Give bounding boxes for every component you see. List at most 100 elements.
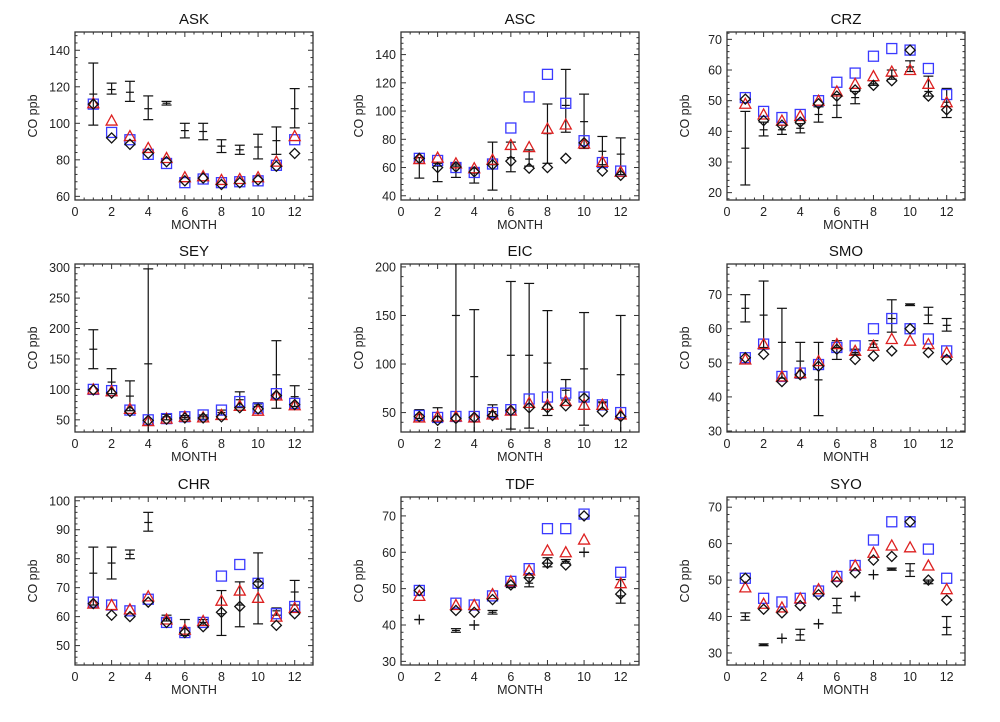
model-diamond-marker [105,387,118,399]
obs-error-bar [758,280,769,349]
obs-error-bar [450,163,461,179]
y-axis-label: CO ppb [678,326,692,369]
obs-error-bar [487,609,498,615]
obs-error-bar [886,567,897,571]
model-diamond-marker [197,412,210,424]
model-diamond-marker [215,606,228,619]
obs-error-bar [776,307,787,379]
model-diamond-marker [142,596,155,609]
model-square-marker [124,605,136,617]
x-tick-label: 6 [507,437,514,451]
model-diamond-marker [87,98,100,111]
y-tick-label: 60 [708,537,722,551]
y-tick-label: 120 [49,80,70,94]
model-square-marker [922,62,935,75]
model-triangle-marker [159,151,174,164]
model-diamond-marker [578,136,590,149]
model-diamond-marker [450,604,462,617]
model-diamond-marker [252,577,264,590]
obs-error-bar [850,90,861,105]
y-axis-label: CO ppb [26,326,40,369]
model-square-marker [215,404,228,416]
model-diamond-marker [178,412,191,424]
x-tick-label: 4 [797,437,804,451]
model-diamond-marker [233,401,246,414]
model-square-marker [886,312,898,325]
model-triangle-marker [233,172,247,185]
model-diamond-marker [124,405,136,418]
model-square-marker [105,126,118,139]
model-diamond-marker [413,410,426,423]
model-diamond-marker [541,161,554,174]
panel-title: SYO [830,476,862,493]
model-diamond-marker [215,410,228,423]
obs-error-bar [941,615,952,636]
x-axis-label: MONTH [497,218,543,232]
model-diamond-marker [233,600,246,613]
obs-error-bar [143,268,154,432]
panel-title: CRZ [831,11,862,28]
x-tick-label: 0 [724,670,731,684]
y-tick-label: 50 [382,406,396,420]
model-diamond-marker [885,550,898,563]
x-tick-label: 12 [614,670,628,684]
model-triangle-marker [141,589,155,602]
model-triangle-marker [921,337,935,350]
y-tick-label: 40 [708,125,722,139]
x-tick-label: 0 [72,205,79,219]
model-diamond-marker [450,160,462,173]
panel-syo: SYO 0 2 4 6 8 10 12 30 40 50 60 70 MONTH CO ppb [678,476,966,697]
x-tick-label: 12 [288,205,302,219]
model-triangle-marker [431,150,445,163]
y-tick-label: 60 [382,161,396,175]
model-square-marker [560,522,572,535]
model-diamond-marker [270,160,283,173]
obs-error-bar [813,341,824,417]
model-diamond-marker [468,165,481,178]
y-tick-label: 140 [375,48,396,62]
model-diamond-marker [160,155,173,168]
x-tick-label: 12 [288,437,302,451]
y-tick-label: 60 [56,190,70,204]
model-triangle-marker [449,598,463,611]
model-diamond-marker [468,606,481,619]
x-tick-label: 6 [507,670,514,684]
model-triangle-marker [141,141,155,154]
obs-error-bar [271,126,282,155]
obs-error-bar [88,329,99,370]
model-square-marker [922,333,935,345]
model-diamond-marker [849,566,862,579]
model-diamond-marker [105,609,118,622]
model-diamond-marker [523,571,536,584]
panel-sey: SEY 0 2 4 6 8 10 12 50 100 150 200 250 300 MONTH CO ppb [26,243,314,464]
data-marks [86,62,302,191]
model-diamond-marker [849,353,862,366]
model-triangle-marker [577,532,591,545]
model-triangle-marker [123,602,137,615]
model-diamond-marker [940,103,953,116]
panel-eic: EIC 0 2 4 6 8 10 12 50 100 150 200 MONTH CO ppb [352,243,640,464]
y-tick-label: 80 [56,153,70,167]
obs-error-bar [758,121,769,137]
x-tick-label: 12 [614,437,628,451]
y-tick-label: 50 [382,582,396,596]
obs-error-bar [740,612,751,621]
model-diamond-marker [867,79,880,92]
model-diamond-marker [270,389,283,402]
model-triangle-marker [830,569,844,582]
y-axis-label: CO ppb [352,94,366,137]
model-triangle-marker [614,576,628,589]
model-triangle-marker [738,580,752,593]
obs-error-bar [905,563,916,578]
model-diamond-marker [940,353,953,366]
data-marks [86,268,302,432]
obs-error-bar [88,62,99,126]
x-tick-label: 10 [903,205,917,219]
panel-title: ASK [179,11,209,28]
model-diamond-marker [288,607,301,620]
model-triangle-marker [830,337,844,350]
x-axis-label: MONTH [497,683,543,697]
obs-error-bar [831,597,842,614]
model-triangle-marker [903,540,917,553]
x-tick-label: 10 [251,205,265,219]
